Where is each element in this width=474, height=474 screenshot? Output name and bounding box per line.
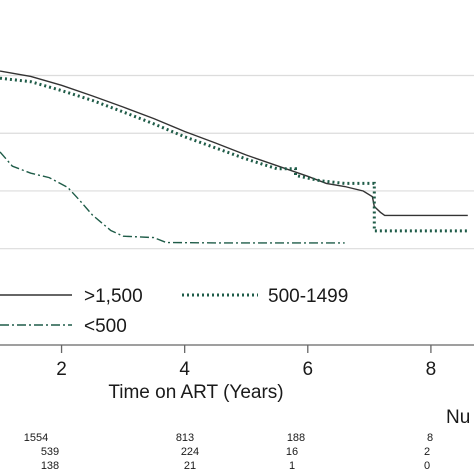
legend-label-lt500: <500 — [84, 316, 127, 337]
risk-cell-r2-c1: 21 — [184, 460, 196, 472]
risk-cell-r1-c3: 2 — [424, 446, 430, 458]
series-layer — [0, 70, 468, 244]
x-tick-label-2: 2 — [56, 359, 67, 380]
risk-cell-r2-c2: 1 — [289, 460, 295, 472]
risk-rows: 1554 813 188 8 539 224 16 2 138 21 1 0 — [24, 432, 433, 472]
x-axis-title: Time on ART (Years) — [108, 382, 283, 403]
legend-label-500-1499: 500-1499 — [268, 286, 348, 307]
risk-cell-r1-c0: 539 — [41, 446, 59, 458]
risk-table-header: Nu — [446, 407, 470, 428]
series-line-2 — [0, 151, 345, 244]
risk-cell-r2-c3: 0 — [424, 460, 430, 472]
risk-cell-r1-c2: 16 — [286, 446, 298, 458]
legend-label-gt1500: >1,500 — [84, 286, 143, 307]
series-line-1 — [0, 76, 468, 233]
legend: >1,500 500-1499 <500 — [0, 286, 348, 337]
x-tick-label-6: 6 — [303, 359, 314, 380]
x-axis-ticks: 2 4 6 8 — [56, 345, 436, 380]
risk-cell-r2-c0: 138 — [41, 460, 59, 472]
risk-cell-r1-c1: 224 — [181, 446, 199, 458]
x-tick-label-8: 8 — [426, 359, 437, 380]
gridlines — [0, 74, 474, 250]
risk-cell-r0-c3: 8 — [427, 432, 433, 444]
number-at-risk-table: Nu 1554 813 188 8 539 224 16 2 138 21 1 0 — [24, 407, 471, 472]
risk-cell-r0-c2: 188 — [287, 432, 305, 444]
risk-cell-r0-c0: 1554 — [24, 432, 48, 444]
x-tick-label-4: 4 — [179, 359, 190, 380]
risk-cell-r0-c1: 813 — [176, 432, 194, 444]
